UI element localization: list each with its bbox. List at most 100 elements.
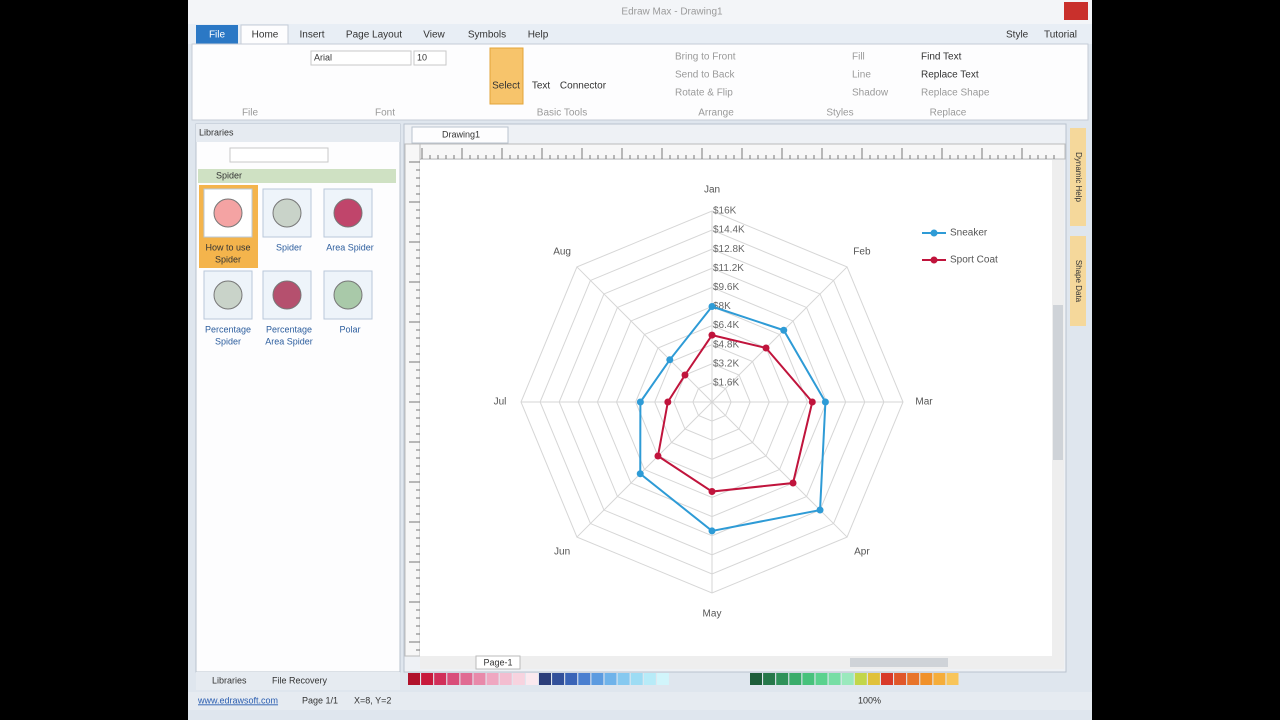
page-tab[interactable] [475,655,521,670]
palette-swatch [578,673,591,685]
page-tab-label[interactable]: Page-1 [483,657,512,667]
document-tab-label[interactable]: Drawing1 [442,129,480,139]
button-label[interactable]: Connector [560,81,607,92]
document-tab[interactable] [411,126,509,144]
library-item-label[interactable]: Percentage [205,324,251,334]
library-search[interactable] [229,147,329,163]
category-label: Feb [853,247,871,258]
library-item-label[interactable]: Spider [276,242,302,252]
data-point [664,398,672,406]
palette-swatch [920,673,933,685]
y-tick-label: $6.4K [713,320,739,331]
palette-swatch [815,673,828,685]
tab[interactable]: Symbols [468,30,506,41]
status-coords: X=8, Y=2 [354,695,391,705]
category-label[interactable]: Spider [216,170,242,180]
font-size[interactable]: 10 [417,52,427,62]
palette-swatch [512,673,525,685]
data-point [681,371,689,379]
library-item-label[interactable]: Percentage [266,324,312,334]
grid-ring [539,229,885,575]
panel-tab[interactable]: File Recovery [272,675,328,685]
tab[interactable]: View [423,30,445,41]
button-label[interactable]: Shadow [852,88,889,99]
ruler-ticks [409,148,1055,651]
grid-ring [558,248,866,556]
v-scroll-thumb[interactable] [1053,305,1063,460]
library-item-label[interactable]: Area Spider [265,336,313,346]
spider-category[interactable] [198,169,396,183]
palette-swatch [591,673,604,685]
palette-swatch [867,673,880,685]
grid-ring [673,363,751,441]
tab[interactable]: Style [1006,30,1029,41]
h-scroll-thumb[interactable] [850,658,948,667]
library-item-label[interactable]: Spider [215,336,241,346]
palette-swatch [776,673,789,685]
button-label[interactable]: Line [852,70,871,81]
y-tick-label: $3.2K [713,358,739,369]
font-box[interactable] [310,50,412,66]
button-label[interactable]: Fill [852,52,865,63]
button-label[interactable]: Bring to Front [675,52,736,63]
tab[interactable]: Tutorial [1044,30,1077,41]
palette-swatch [434,673,447,685]
tab[interactable]: Insert [299,30,324,41]
palette-swatch [841,673,854,685]
y-tick-label: $16K [713,206,737,217]
button-label[interactable]: Find Text [921,52,962,63]
data-point [708,331,716,339]
palette-swatch [539,673,551,685]
page [420,160,1052,656]
data-point [816,506,824,514]
category-label: Jan [704,185,720,196]
file-tab[interactable] [196,25,238,44]
palette-swatch [486,673,499,685]
data-point [708,303,716,310]
data-point [636,398,644,406]
close-button[interactable] [1064,2,1088,20]
status-link[interactable]: www.edrawsoft.com [197,695,278,705]
library-icon [333,280,363,310]
libraries-header [196,124,400,142]
tab[interactable]: File [209,30,226,41]
library-item-label[interactable]: How to use [205,242,250,252]
data-point [762,344,770,352]
window-title: Edraw Max - Drawing1 [621,7,723,18]
dynamic-help-panel[interactable] [1070,128,1086,226]
tab[interactable]: Home [252,30,279,41]
font-name[interactable]: Arial [314,52,332,62]
library-item-label[interactable]: Spider [215,254,241,264]
y-tick-label: $8K [713,301,731,312]
palette-swatch [802,673,815,685]
panel-tab[interactable]: Libraries [212,675,247,685]
library-icon [333,198,363,228]
tab[interactable]: Help [528,30,549,41]
library-item-label[interactable]: Area Spider [326,242,374,252]
libraries-tabs [196,672,400,690]
palette-swatch [408,673,420,685]
palette-swatch [750,673,762,685]
palette-swatch [643,673,656,685]
select-button[interactable] [489,47,524,105]
palette-swatch [907,673,920,685]
button-label[interactable]: Send to Back [675,70,735,81]
shape-data-panel[interactable] [1070,236,1086,326]
palette-swatch [617,673,630,685]
group-label: Replace [930,108,967,119]
button-label[interactable]: Text [532,81,551,92]
grid-ring [692,382,732,422]
button-label[interactable]: Replace Text [921,70,979,81]
tab[interactable]: Page Layout [346,30,402,41]
y-tick-label: $4.8K [713,339,739,350]
palette-swatch [499,673,512,685]
button-label[interactable]: Replace Shape [921,88,990,99]
grid-ring [615,305,809,499]
font-size-box[interactable] [413,50,447,66]
button-label[interactable]: Select [492,81,520,92]
side-panel-label[interactable]: Dynamic Help [1074,152,1083,202]
button-label[interactable]: Rotate & Flip [675,88,733,99]
library-item-label[interactable]: Polar [339,324,360,334]
side-panel-label[interactable]: Shape Data [1074,260,1083,303]
